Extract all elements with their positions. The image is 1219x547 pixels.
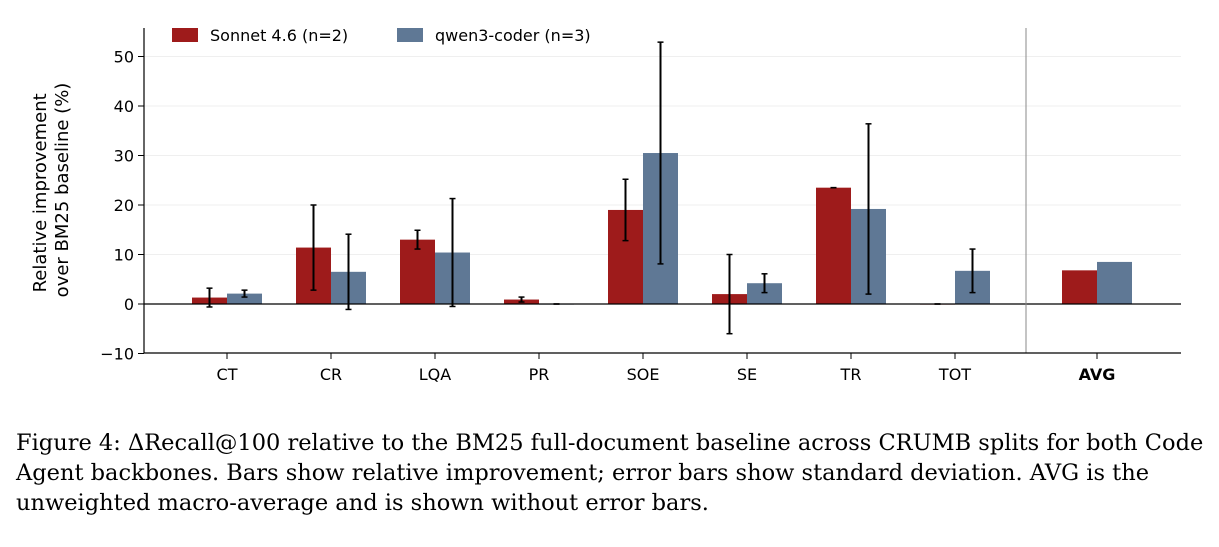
y-tick-label: 0 <box>124 295 134 314</box>
legend-label: qwen3-coder (n=3) <box>435 26 591 45</box>
x-tick-label: SOE <box>627 365 660 384</box>
y-tick-label: −10 <box>100 345 134 364</box>
x-tick-label: PR <box>529 365 550 384</box>
bar <box>1062 270 1097 304</box>
axes-layer: −10 0 10 20 30 40 50 CT CR LQA PR SOE SE TR TOT AVG <box>100 28 1181 384</box>
bar <box>1097 261 1132 304</box>
x-tick-label: TR <box>840 365 862 384</box>
legend: Sonnet 4.6 (n=2) qwen3-coder (n=3) <box>172 26 591 45</box>
legend-swatch <box>172 28 198 42</box>
legend-swatch <box>397 28 423 42</box>
y-tick-label: 30 <box>114 147 134 166</box>
x-tick-label: CT <box>217 365 238 384</box>
y-tick-label: 40 <box>114 97 134 116</box>
bars-layer <box>192 41 1132 335</box>
bar <box>227 293 262 304</box>
x-tick-label: LQA <box>419 365 452 384</box>
x-tick-label: TOT <box>938 365 971 384</box>
y-tick-label: 50 <box>114 48 134 67</box>
x-tick-label: CR <box>320 365 342 384</box>
bar-chart: −10 0 10 20 30 40 50 CT CR LQA PR SOE SE TR TOT AVG Son… <box>30 26 1181 384</box>
y-tick-label: 20 <box>114 196 134 215</box>
x-tick-label: SE <box>737 365 757 384</box>
legend-label: Sonnet 4.6 (n=2) <box>210 26 348 45</box>
figure-caption: Figure 4: ΔRecall@100 relative to the BM… <box>16 430 1204 516</box>
bar <box>816 187 851 304</box>
bar <box>747 283 782 304</box>
y-axis-title: Relative improvement over BM25 baseline … <box>30 83 73 298</box>
y-tick-label: 10 <box>114 246 134 265</box>
x-tick-label: AVG <box>1079 365 1116 384</box>
bar <box>400 239 435 304</box>
